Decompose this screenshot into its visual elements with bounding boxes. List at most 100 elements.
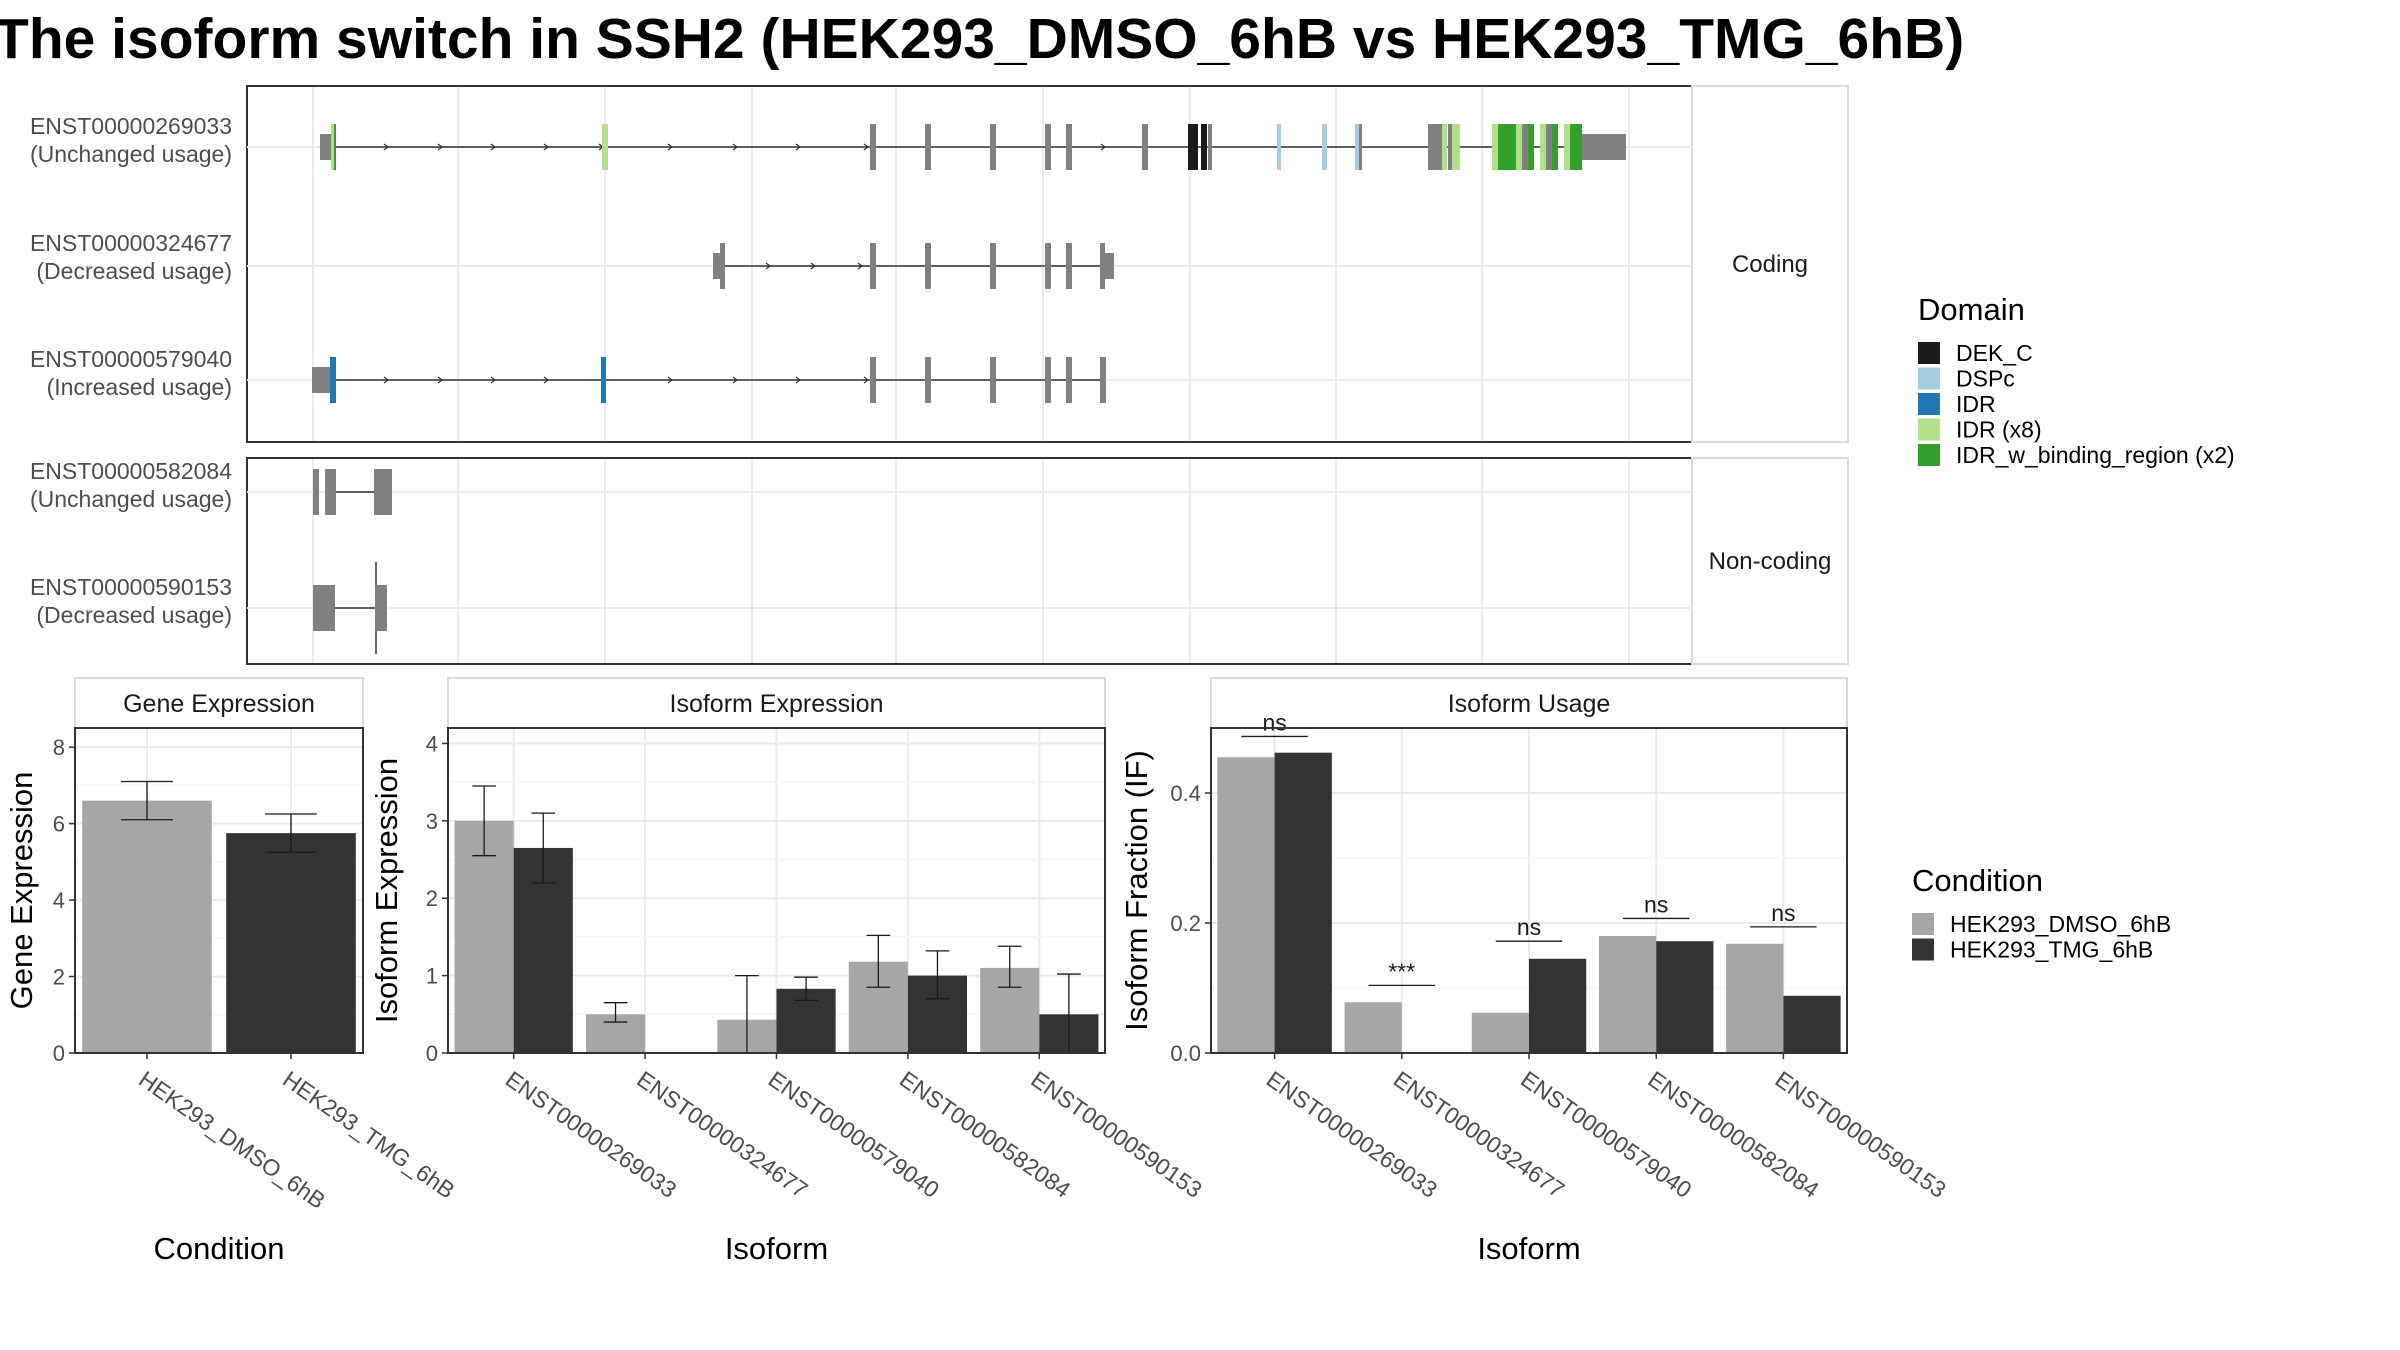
exon xyxy=(925,357,931,403)
y-axis-title: Gene Expression xyxy=(4,772,39,1010)
transcript-usage-label: (Decreased usage) xyxy=(36,602,232,628)
transcript-usage-label: (Unchanged usage) xyxy=(30,141,232,167)
panel-border xyxy=(74,727,364,1054)
exon xyxy=(1066,243,1072,289)
exon xyxy=(1516,124,1522,170)
exon xyxy=(313,585,335,631)
exon xyxy=(1442,124,1447,170)
y-tick-label: 1 xyxy=(426,964,438,989)
intron-arrow xyxy=(490,376,496,384)
bar xyxy=(1783,995,1841,1053)
exon xyxy=(1322,124,1327,170)
legend-item-label: IDR_w_binding_region (x2) xyxy=(1956,442,2235,468)
exon xyxy=(1208,124,1212,170)
facet-strip xyxy=(447,677,1106,729)
exon xyxy=(375,585,387,631)
exon xyxy=(870,357,876,403)
bar xyxy=(454,820,514,1053)
exon xyxy=(1452,124,1460,170)
x-axis-title: Isoform xyxy=(725,1231,828,1266)
significance-label: ns xyxy=(1517,914,1541,940)
y-tick-label: 0 xyxy=(53,1041,65,1066)
legend-swatch xyxy=(1912,938,1934,961)
exon xyxy=(374,469,392,515)
facet-strip xyxy=(74,677,364,729)
exon xyxy=(925,124,931,170)
exon xyxy=(1448,124,1452,170)
exon xyxy=(1277,124,1281,170)
significance-label: ns xyxy=(1262,709,1286,735)
intron-arrow xyxy=(810,262,816,270)
facet-label: Non-coding xyxy=(1709,548,1832,575)
exon xyxy=(1188,124,1198,170)
legend-swatch xyxy=(1918,418,1940,441)
exon xyxy=(1522,124,1528,170)
exon xyxy=(1528,124,1534,170)
exon xyxy=(1045,243,1051,289)
exon xyxy=(720,243,725,289)
transcript-usage-label: (Decreased usage) xyxy=(36,258,232,284)
intron-arrow xyxy=(383,143,389,151)
legend-item-label: DSPc xyxy=(1956,366,2015,392)
intron-arrow xyxy=(732,143,738,151)
y-tick-label: 0.4 xyxy=(1170,781,1201,806)
chart-subtitle: Isoform Usage xyxy=(1448,690,1611,718)
exon xyxy=(1100,357,1106,403)
y-tick-label: 0.0 xyxy=(1170,1041,1201,1066)
transcript-usage-label: (Unchanged usage) xyxy=(30,486,232,512)
legend-item-label: HEK293_TMG_6hB xyxy=(1950,937,2153,963)
exon xyxy=(1428,124,1442,170)
exon xyxy=(325,469,336,515)
legend-swatch xyxy=(1912,913,1934,935)
exon xyxy=(1355,124,1362,170)
significance-label: *** xyxy=(1388,958,1415,984)
bar xyxy=(1217,757,1275,1053)
exon xyxy=(1066,124,1072,170)
facet-strip xyxy=(1210,677,1848,729)
legend-swatch xyxy=(1918,393,1940,415)
bar xyxy=(1529,958,1587,1053)
legend-item-label: DEK_C xyxy=(1956,340,2033,366)
exon xyxy=(1359,124,1362,170)
exon xyxy=(1201,124,1207,170)
exon xyxy=(1045,357,1051,403)
exon xyxy=(990,357,996,403)
exon xyxy=(1066,357,1072,403)
exon xyxy=(1045,124,1051,170)
chart-subtitle: Gene Expression xyxy=(123,690,315,718)
exon xyxy=(320,134,332,160)
facet-strip xyxy=(1691,85,1849,443)
intron-arrow xyxy=(795,143,801,151)
intron-arrow xyxy=(543,376,549,384)
exon xyxy=(1498,124,1516,170)
exon xyxy=(1564,124,1570,170)
y-tick-label: 0 xyxy=(426,1041,438,1066)
intron-arrow xyxy=(795,376,801,384)
intron-arrow xyxy=(857,262,863,270)
x-axis-title: Isoform xyxy=(1477,1231,1580,1266)
exon xyxy=(870,124,876,170)
significance-label: ns xyxy=(1771,900,1795,926)
intron-arrow xyxy=(863,143,869,151)
transcript-id-label: ENST00000582084 xyxy=(30,458,232,484)
exon xyxy=(1100,243,1105,289)
y-tick-label: 6 xyxy=(53,812,65,837)
exon xyxy=(713,253,723,279)
y-axis-title: Isoform Expression xyxy=(369,758,404,1023)
intron-arrow xyxy=(437,143,443,151)
legend-item-label: HEK293_DMSO_6hB xyxy=(1950,911,2171,937)
intron-arrow xyxy=(490,143,496,151)
exon xyxy=(601,357,606,403)
transcript-id-label: ENST00000590153 xyxy=(30,574,232,600)
y-tick-label: 8 xyxy=(53,735,65,760)
legend-title: Condition xyxy=(1912,863,2043,898)
exon xyxy=(1492,124,1498,170)
bar xyxy=(1726,943,1784,1053)
intron-arrow xyxy=(1100,143,1106,151)
exon xyxy=(1546,124,1552,170)
panel-border xyxy=(246,85,1693,443)
chart-title: The isoform switch in SSH2 (HEK293_DMSO_… xyxy=(0,7,1965,71)
y-tick-label: 0.2 xyxy=(1170,911,1201,936)
